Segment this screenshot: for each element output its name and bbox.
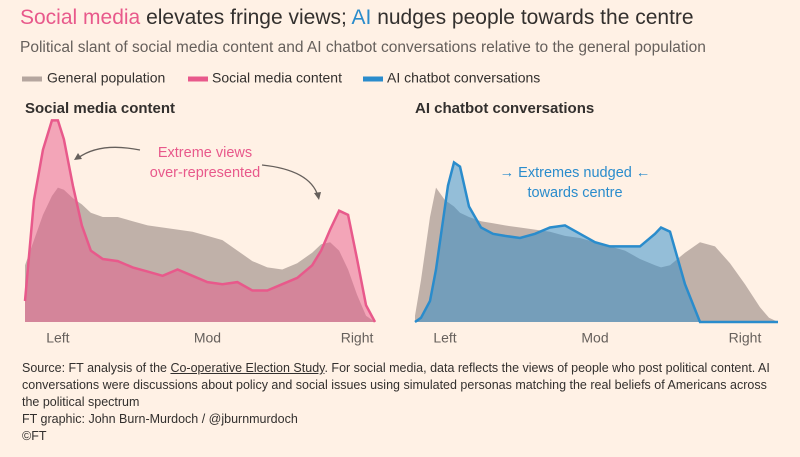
title-part: AI (352, 6, 372, 29)
title-part: Social media (20, 6, 141, 29)
annotation: → Extremes nudged ← (500, 165, 651, 181)
panel-title: AI chatbot conversations (415, 100, 594, 117)
arrow (261, 164, 319, 197)
source-text: . For social media, data reflects the vi… (22, 361, 770, 409)
x-tick-label: Right (341, 330, 374, 346)
title-part: elevates fringe views; (140, 6, 351, 29)
area (25, 120, 375, 323)
copyright: ©FT (22, 429, 47, 443)
arrow-head (314, 192, 321, 200)
area-outline (414, 160, 778, 324)
annotation: Extreme views (158, 145, 252, 161)
subtitle: Political slant of social media content … (20, 39, 706, 56)
x-tick-label: Left (46, 330, 69, 346)
source-link[interactable]: Co-operative Election Study (170, 361, 325, 375)
x-tick-label: Mod (194, 330, 221, 346)
chart: Social media elevates fringe views; AI n… (20, 6, 778, 346)
source: Source: FT analysis of the Co-operative … (22, 360, 782, 411)
x-tick-label: Left (433, 330, 456, 346)
legend-label: AI chatbot conversations (387, 70, 540, 86)
credit: FT graphic: John Burn-Murdoch / @jburnmu… (22, 412, 298, 426)
arrow-head (74, 153, 82, 160)
arrow (77, 146, 141, 159)
annotation: over-represented (150, 165, 260, 181)
legend-label: General population (47, 70, 165, 86)
source-text: Source: FT analysis of the (22, 361, 171, 375)
footer: Source: FT analysis of the Co-operative … (22, 360, 782, 445)
title: Social media elevates fringe views; AI n… (20, 6, 694, 29)
title-part: nudges people towards the centre (371, 6, 693, 29)
x-tick-label: Right (729, 330, 762, 346)
area-outline (23, 119, 377, 323)
annotation: towards centre (527, 185, 622, 201)
panel-title: Social media content (25, 100, 175, 117)
area (415, 162, 778, 322)
x-tick-label: Mod (581, 330, 608, 346)
legend-label: Social media content (212, 70, 342, 86)
